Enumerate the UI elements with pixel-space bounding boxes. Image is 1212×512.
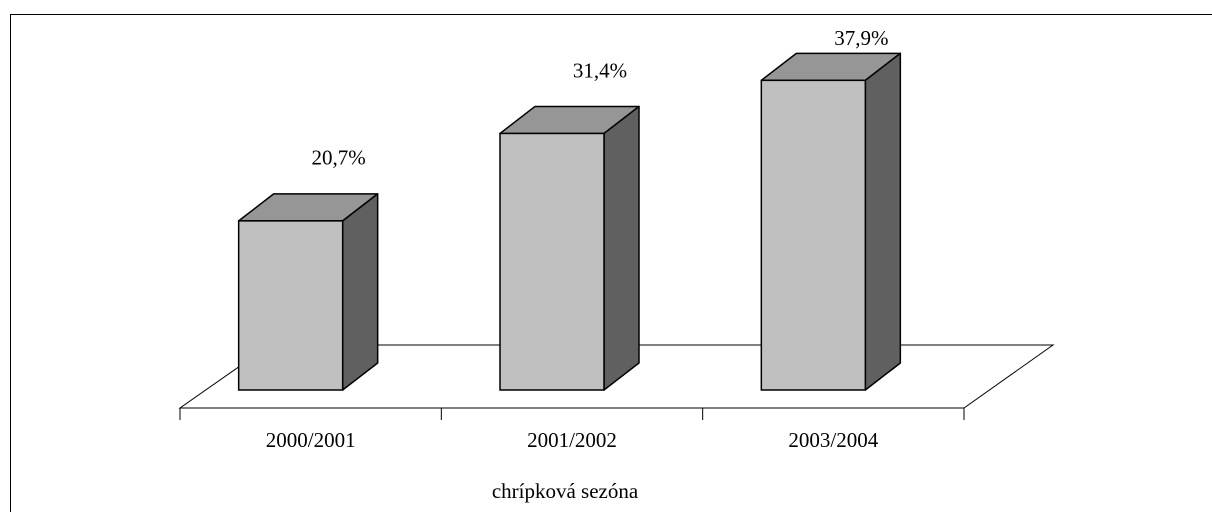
data-label: 37,9% [834, 26, 888, 50]
x-tick-label: 2003/2004 [788, 428, 878, 452]
x-axis-title: chrípková sezóna [492, 479, 639, 503]
bar [237, 220, 344, 391]
bar-side [603, 105, 640, 391]
bar-side [864, 52, 902, 391]
chart-frame [10, 14, 1212, 512]
data-label: 20,7% [312, 146, 366, 170]
bar [760, 79, 867, 391]
data-label: 31,4% [573, 58, 627, 82]
bar [499, 132, 605, 391]
bar-side [341, 193, 379, 391]
x-tick-label: 2001/2002 [527, 428, 617, 452]
x-tick-label: 2000/2001 [266, 428, 356, 452]
